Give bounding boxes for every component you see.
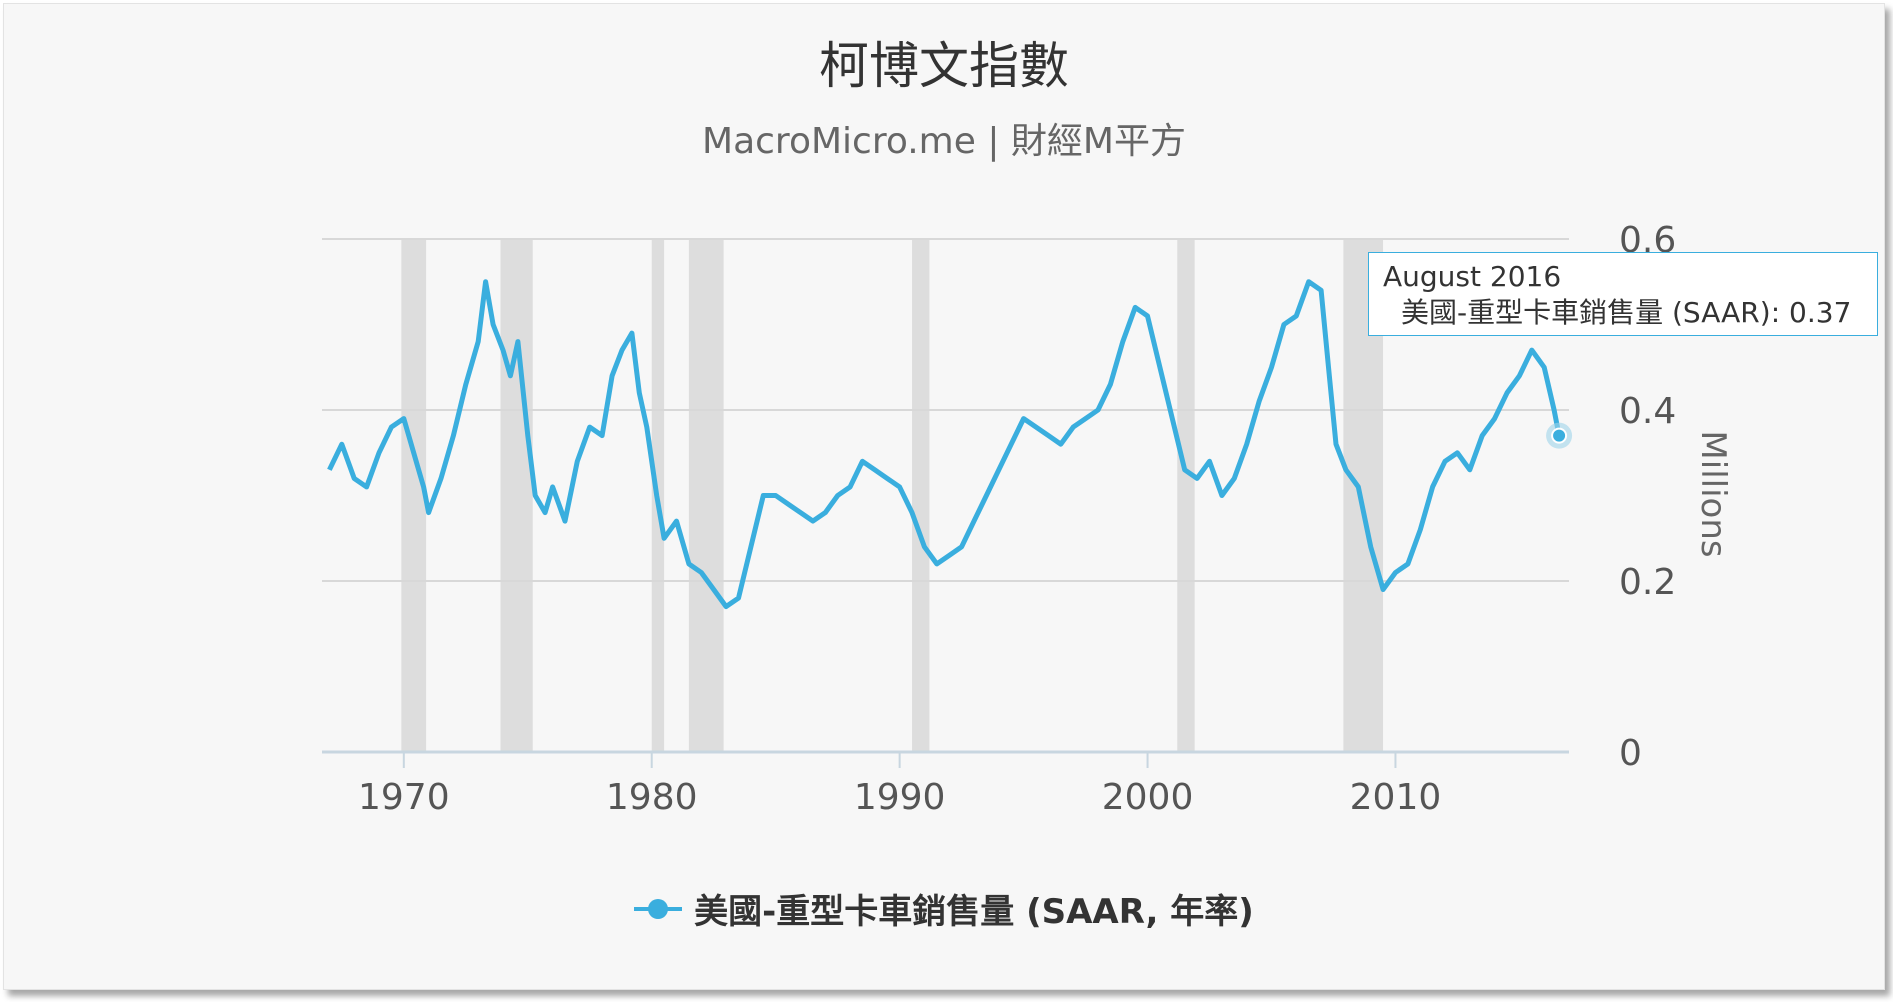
recession-bands <box>401 239 1384 752</box>
series-line[interactable] <box>327 279 1562 610</box>
chart-subtitle: MacroMicro.me | 財經M平方 <box>702 121 1186 162</box>
grid-lines <box>322 238 1569 754</box>
y-tick-label: 0 <box>1619 733 1642 774</box>
y-tick-label: 0.4 <box>1619 391 1676 432</box>
tooltip: August 2016 美國-重型卡車銷售量 (SAAR): 0.37 <box>1368 252 1878 336</box>
x-tick-label: 2010 <box>1350 777 1442 818</box>
plot-area: 00.20.40.6 1970 1980 1990 2000 2010 Millions <box>322 220 1733 818</box>
tooltip-series-row: 美國-重型卡車銷售量 (SAAR): 0.37 <box>1401 296 1852 329</box>
recession-band-5 <box>1177 239 1195 752</box>
recession-band-0 <box>401 239 427 752</box>
highlight-marker[interactable] <box>1551 427 1568 444</box>
y-axis-title: Millions <box>1693 430 1733 557</box>
tooltip-value: 0.37 <box>1789 296 1852 329</box>
legend-label: 美國-重型卡車銷售量 (SAAR, 年率) <box>694 892 1254 932</box>
recession-band-3 <box>688 239 724 752</box>
legend-marker-icon <box>634 897 683 921</box>
x-tick-label: 2000 <box>1102 777 1194 818</box>
x-tick-label: 1980 <box>606 777 698 818</box>
tooltip-series-name: 美國-重型卡車銷售量 (SAAR) <box>1401 296 1771 329</box>
x-tick-label: 1970 <box>358 777 450 818</box>
recession-band-1 <box>500 239 533 752</box>
x-axis-ticks: 1970 1980 1990 2000 2010 <box>358 752 1441 818</box>
x-tick-label: 1990 <box>854 777 946 818</box>
y-tick-label: 0.2 <box>1619 562 1676 603</box>
tooltip-date: August 2016 <box>1383 260 1562 293</box>
chart-container: 柯博文指數 MacroMicro.me | 財經M平方 0 0.2 0.4 0.6 1… <box>3 3 1885 990</box>
legend[interactable]: 美國-重型卡車銷售量 (SAAR, 年率) <box>4 884 1884 933</box>
chart-title: 柯博文指數 <box>819 37 1069 95</box>
recession-band-4 <box>912 239 930 752</box>
